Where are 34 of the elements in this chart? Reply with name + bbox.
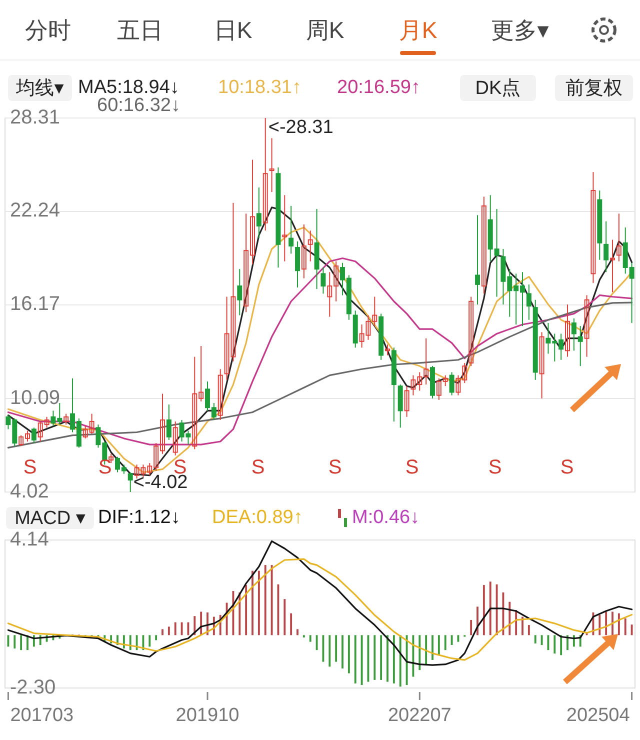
text: DIF:1.12↓ xyxy=(98,507,180,528)
text: 月K xyxy=(398,17,438,44)
x-tick-label: 202504 xyxy=(566,705,630,726)
annotation: S xyxy=(251,456,265,478)
legend-label: M:0.46↓ xyxy=(352,507,420,528)
text: 分时 xyxy=(25,17,71,44)
text: 前复权 xyxy=(566,78,622,100)
y-tick-label: 10.09 xyxy=(10,386,60,409)
y-tick-label: 4.02 xyxy=(10,480,49,502)
y-tick-label: 28.31 xyxy=(10,106,60,128)
text: 20:16.59↑ xyxy=(337,77,420,98)
annotation: S xyxy=(405,456,419,478)
annotation: S xyxy=(488,456,502,478)
x-tick-label: 201703 xyxy=(10,705,74,726)
annotation: S xyxy=(23,456,37,478)
text: 周K xyxy=(306,17,345,44)
x-tick-label: 201910 xyxy=(176,705,240,726)
annotation: S xyxy=(98,456,112,478)
legend-title: MACD ▾ xyxy=(14,508,86,530)
text: 五日 xyxy=(117,17,163,44)
series-label: DEA:0.89↑ xyxy=(212,507,303,528)
text: DK点 xyxy=(475,78,521,100)
annotation: S xyxy=(328,456,342,478)
x-tick-label: 202207 xyxy=(388,705,452,726)
y-tick-label: 22.24 xyxy=(10,200,60,222)
text: 日K xyxy=(214,17,253,44)
text: 10:18.31↑ xyxy=(218,77,302,98)
text: 更多▾ xyxy=(491,17,550,44)
annotation: S xyxy=(560,456,574,478)
legend-title: 均线▾ xyxy=(15,78,64,100)
annotation: <-28.31 xyxy=(268,117,334,138)
y-tick-label: 4.14 xyxy=(10,528,49,550)
y-tick-label: -2.30 xyxy=(10,676,56,698)
y-tick-label: 16.17 xyxy=(10,293,60,316)
